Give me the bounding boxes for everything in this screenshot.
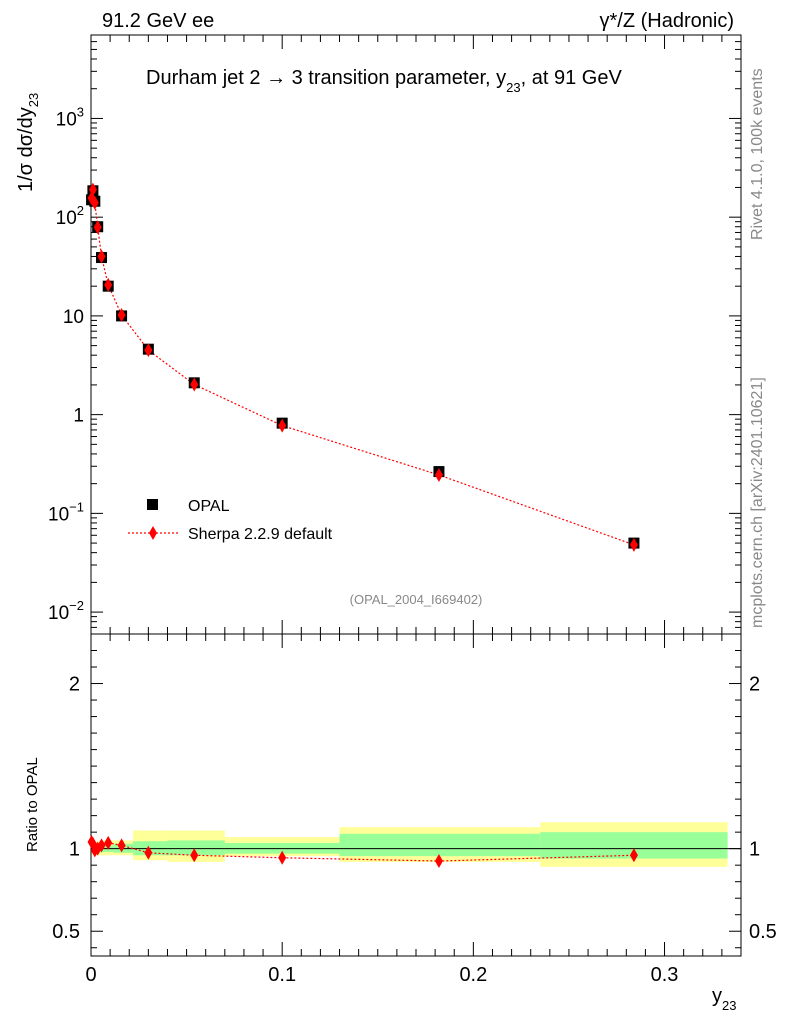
legend-sherpa-marker: [149, 526, 157, 540]
xtick-label: 0.3: [651, 964, 679, 986]
main-ytick-label: 102: [56, 203, 84, 229]
analysis-tag: (OPAL_2004_I669402): [350, 592, 483, 607]
xtick-label: 0: [85, 964, 96, 986]
ratio-ytick-label: 0.5: [52, 921, 80, 943]
ratio-frame: [90, 633, 742, 957]
ratio-band-green: [339, 833, 541, 857]
xtick-labels: 0 0.1 0.2 0.3: [85, 964, 678, 986]
x-axis-label: y23: [712, 985, 736, 1013]
sherpa-point: [144, 343, 153, 358]
ratio-curve: [91, 841, 634, 862]
xtick-label: 0.1: [268, 964, 296, 986]
ratio-ylabel: Ratio to OPAL: [24, 757, 41, 852]
ratio-point: [104, 835, 113, 850]
ratio-points: [87, 835, 638, 869]
sherpa-point: [117, 308, 126, 323]
ratio-ytick-label-right: 2: [749, 674, 760, 696]
sherpa-point: [434, 467, 443, 482]
ratio-point: [97, 838, 106, 853]
sherpa-point: [104, 277, 113, 292]
ratio-bands: [91, 822, 728, 867]
main-ytick-label: 103: [56, 104, 84, 130]
main-ticks: [90, 34, 742, 635]
legend-opal-marker: [147, 499, 158, 510]
main-ytick-label: 10−1: [48, 499, 84, 525]
ratio-point: [190, 848, 199, 863]
main-ytick-label: 1: [73, 406, 84, 427]
sherpa-point: [190, 377, 199, 392]
ratio-ytick-label-right: 1: [749, 839, 760, 861]
ratio-panel: 0.5 0.5 1 1 2 2 0 0.1 0.2 0.3 Ratio to OPAL y23: [24, 633, 777, 1013]
mcplots-label: mcplots.cern.ch [arXiv:2401.10621]: [749, 377, 766, 628]
main-ytick-label: 10−2: [48, 598, 84, 624]
xtick-label: 0.2: [459, 964, 487, 986]
ratio-ytick-label: 2: [69, 674, 80, 696]
sherpa-point: [278, 418, 287, 433]
sherpa-curve: [90, 189, 635, 546]
sherpa-points: [87, 182, 638, 552]
main-ylabel: 1/σ dσ/dy23: [15, 93, 41, 192]
main-ytick-labels: 10−2 10−1 1 10 102 103: [48, 104, 84, 624]
opal-points: [86, 185, 640, 549]
ratio-point: [117, 838, 126, 853]
sherpa-point: [90, 195, 99, 210]
legend-sherpa-label: Sherpa 2.2.9 default: [188, 526, 333, 543]
sherpa-point: [88, 182, 97, 197]
sherpa-point: [97, 249, 106, 264]
header-left: 91.2 GeV ee: [102, 10, 214, 32]
main-frame: [90, 34, 742, 635]
ratio-point: [629, 848, 638, 863]
main-ytick-label: 10: [63, 307, 84, 328]
ratio-point: [144, 845, 153, 860]
ratio-ytick-label: 1: [69, 839, 80, 861]
ratio-point: [278, 850, 287, 865]
sherpa-point: [93, 220, 102, 235]
ratio-ytick-label-right: 0.5: [749, 921, 777, 943]
sherpa-point: [629, 537, 638, 552]
rivet-label: Rivet 4.1.0, 100k events: [749, 68, 766, 240]
ratio-point: [434, 854, 443, 869]
legend-opal-label: OPAL: [188, 498, 230, 515]
main-panel: 10−2 10−1 1 10 102 103 Durham jet 2 → 3 trans…: [15, 34, 742, 635]
plot-title: Durham jet 2 → 3 transition parameter, y…: [146, 67, 622, 95]
ratio-ytick-labels: 0.5 0.5 1 1 2 2: [52, 674, 777, 944]
ratio-ticks: [90, 634, 742, 956]
ratio-band-green: [167, 840, 225, 856]
header-right: γ*/Z (Hadronic): [600, 10, 734, 32]
